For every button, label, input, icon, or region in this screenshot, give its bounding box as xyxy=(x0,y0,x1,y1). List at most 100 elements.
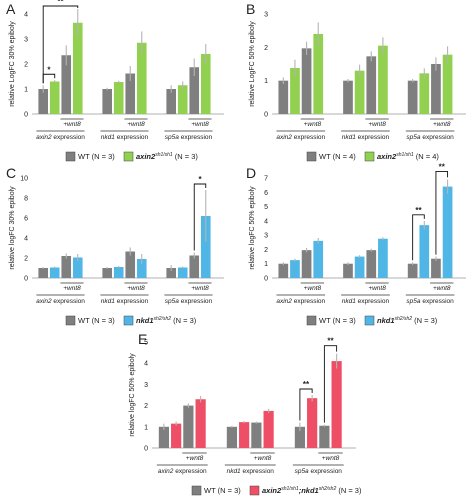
gene-name: sp5a xyxy=(165,298,179,305)
bar xyxy=(171,423,182,448)
bar xyxy=(49,81,60,114)
gene-suffix: expression xyxy=(421,134,455,141)
legend-label: WT (N = 3) xyxy=(319,316,356,325)
bar xyxy=(343,80,353,114)
y-tick-label: 4 xyxy=(24,12,28,19)
gene-suffix: expression xyxy=(173,468,207,475)
bar xyxy=(431,64,441,114)
panel-letter: A xyxy=(6,1,16,17)
bar xyxy=(226,426,237,448)
bar xyxy=(366,250,377,278)
gene-name: sp5a xyxy=(165,134,179,141)
legend-genotype: nkd1 xyxy=(136,316,154,325)
legend-swatch xyxy=(191,485,202,496)
wnt8-label: +wnt8 xyxy=(254,455,272,462)
bar xyxy=(301,48,312,115)
panel-letter: D xyxy=(246,165,256,181)
gene-label: sp5a expression xyxy=(406,134,454,141)
legend-swatch xyxy=(306,151,317,162)
bar xyxy=(125,251,136,278)
significance-label: ** xyxy=(415,206,422,215)
bar xyxy=(319,425,330,448)
legend-label: axin2sh1/sh1 (N = 3) xyxy=(136,152,198,161)
y-tick-label: 3 xyxy=(264,233,268,240)
legend-genotype: nkd1 xyxy=(377,316,395,325)
wnt8-label: +wnt8 xyxy=(368,285,386,292)
gene-name: sp5a xyxy=(406,134,420,141)
legend-allele: sh2/sh2 xyxy=(319,486,337,492)
y-tick-label: 2 xyxy=(264,45,268,52)
significance-bracket xyxy=(412,214,425,261)
gene-suffix: expression xyxy=(115,298,149,305)
legend-allele: sh1/sh1 xyxy=(155,152,173,158)
y-tick-label: 3 xyxy=(144,382,148,389)
bar xyxy=(136,42,147,114)
gene-suffix: expression xyxy=(179,134,213,141)
bar xyxy=(113,82,124,114)
gene-suffix: expression xyxy=(52,298,86,305)
bar xyxy=(177,267,188,278)
bar xyxy=(263,410,274,448)
legend: WT (N = 3) axin2sh1/sh1;nkd1sh2/sh2 (N = … xyxy=(191,485,362,496)
gene-name: nkd1 xyxy=(101,298,115,305)
legend-count: (N = 3) xyxy=(412,316,438,325)
y-axis-label: relative logFC 30% epiboly xyxy=(9,186,16,270)
gene-label: axin2 expression xyxy=(276,298,325,305)
significance-bracket xyxy=(323,345,338,423)
bar xyxy=(102,268,112,278)
significance-label: ** xyxy=(327,337,334,346)
legend-allele: sh2/sh2 xyxy=(395,316,413,322)
bar xyxy=(38,89,48,114)
bar xyxy=(125,73,136,114)
gene-label: sp5a expression xyxy=(295,468,343,475)
gene-name: axin2 xyxy=(36,298,52,305)
legend-label: WT (N = 3) xyxy=(204,486,241,495)
y-tick-label: 0 xyxy=(144,446,148,453)
bar xyxy=(378,45,388,114)
y-tick-label: 8 xyxy=(24,196,28,203)
wnt8-label: +wnt8 xyxy=(127,121,145,128)
y-tick-label: 10 xyxy=(20,176,28,183)
significance-bracket xyxy=(42,5,79,84)
y-tick-label: 7 xyxy=(264,176,268,183)
legend: WT (N = 4) axin2sh1/sh1 (N = 4) xyxy=(306,151,439,162)
legend-swatch xyxy=(249,485,260,496)
gene-label: axin2 expression xyxy=(36,298,85,305)
gene-suffix: expression xyxy=(52,134,86,141)
y-tick-label: 2 xyxy=(24,256,28,263)
y-tick-label: 5 xyxy=(144,340,148,347)
significance-label: ** xyxy=(303,380,310,389)
bar xyxy=(294,426,305,448)
panel-letter: C xyxy=(6,165,16,181)
wnt8-label: +wnt8 xyxy=(63,121,81,128)
gene-suffix: expression xyxy=(241,468,275,475)
legend-swatch xyxy=(123,315,134,326)
gene-label: nkd1 expression xyxy=(227,468,275,475)
legend-allele: sh1/sh1 xyxy=(281,486,299,492)
bar xyxy=(419,73,430,114)
legend-swatch xyxy=(364,151,375,162)
panel-letter: E xyxy=(138,331,147,347)
gene-name: axin2 xyxy=(36,134,52,141)
y-tick-label: 0 xyxy=(264,112,268,119)
y-tick-label: 2 xyxy=(264,247,268,254)
bar xyxy=(189,255,200,278)
significance-bracket xyxy=(435,170,449,255)
legend-genotype: ;nkd1 xyxy=(299,486,319,495)
y-tick-label: 1 xyxy=(264,261,268,268)
panel-letter: B xyxy=(246,1,255,17)
y-axis-label: relative logFC 50% epiboly xyxy=(249,186,256,270)
bar xyxy=(251,422,262,448)
wnt8-label: +wnt8 xyxy=(63,285,81,292)
bar xyxy=(166,89,176,114)
gene-suffix: expression xyxy=(292,298,326,305)
legend-genotype: axin2 xyxy=(136,152,156,161)
gene-label: axin2 expression xyxy=(36,134,85,141)
y-tick-label: 6 xyxy=(264,190,268,197)
y-tick-label: 3 xyxy=(264,12,268,19)
gene-name: axin2 xyxy=(276,134,292,141)
bar xyxy=(307,398,318,448)
